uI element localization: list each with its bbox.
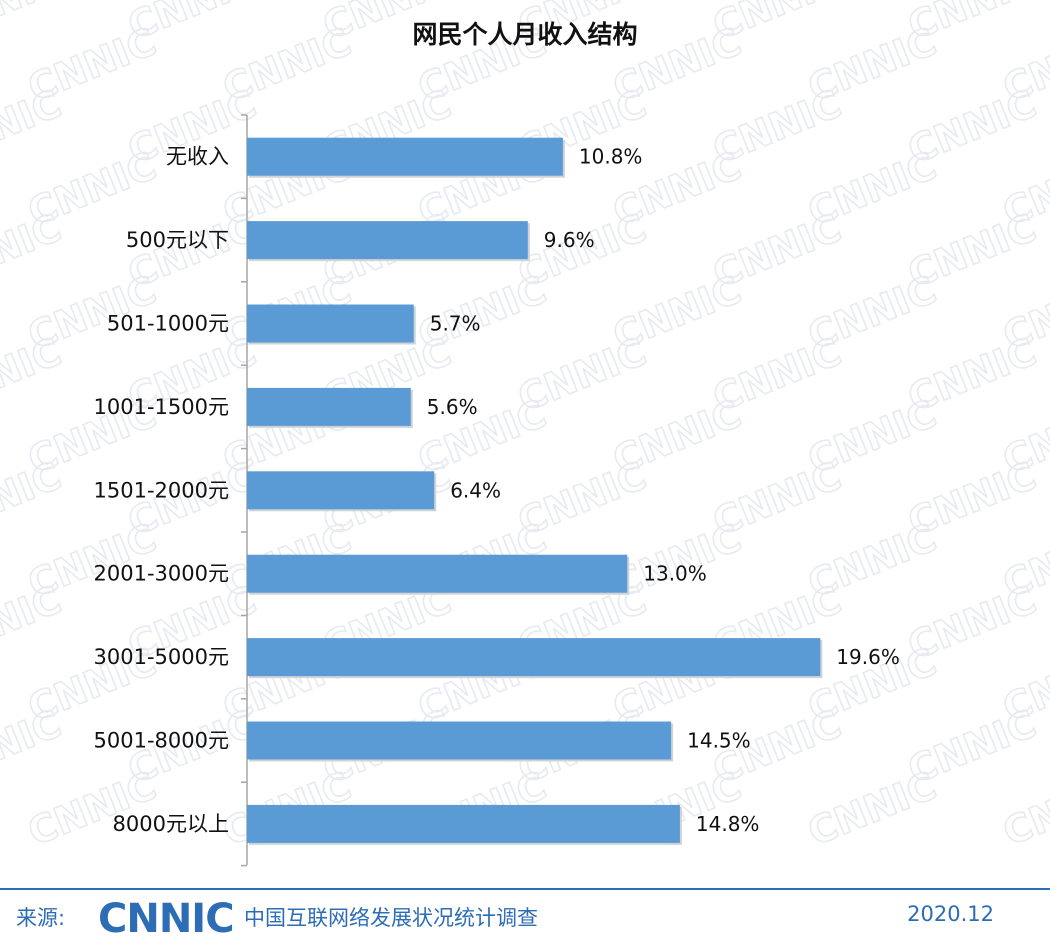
data-label: 5.6% (427, 395, 478, 419)
bar (247, 554, 628, 593)
data-label: 10.8% (579, 145, 643, 169)
watermark-text: CNNIC (802, 764, 942, 855)
category-label: 无收入 (166, 145, 229, 169)
data-label: 14.8% (696, 812, 760, 836)
cnnic-logo: CNNIC (98, 896, 235, 942)
bar (247, 221, 528, 260)
data-label: 5.7% (430, 312, 481, 336)
bar (247, 721, 672, 760)
report-date: 2020.12 (907, 902, 994, 926)
watermark-text: CNNIC (0, 0, 67, 48)
bar (247, 804, 680, 843)
data-label: 14.5% (687, 729, 751, 753)
bar (247, 471, 435, 510)
category-label: 1001-1500元 (94, 395, 229, 419)
category-label: 500元以下 (126, 228, 229, 252)
data-label: 13.0% (643, 562, 707, 586)
chart-title: 网民个人月收入结构 (412, 20, 637, 49)
data-label: 9.6% (544, 228, 595, 252)
category-label: 2001-3000元 (94, 562, 229, 586)
bar (247, 387, 411, 426)
data-label: 19.6% (836, 645, 900, 669)
category-label: 1501-2000元 (94, 478, 229, 502)
data-label: 6.4% (450, 478, 501, 502)
category-label: 501-1000元 (107, 312, 229, 336)
y-axis-ticks (241, 114, 247, 867)
category-label: 5001-8000元 (94, 729, 229, 753)
bar (247, 638, 821, 677)
bar-series (247, 137, 823, 845)
source-footer: 来源: CNNIC 中国互联网络发展状况统计调查 2020.12 (0, 888, 1050, 948)
value-labels: 10.8% 9.6% 5.7% 5.6% 6.4% 13.0% 19.6% 14.5% 14.8… (427, 145, 900, 836)
bar (247, 304, 414, 343)
bar (247, 137, 563, 176)
source-name: 中国互联网络发展状况统计调查 (244, 906, 538, 930)
source-label: 来源: (16, 906, 66, 930)
category-labels: 无收入 500元以下 501-1000元 1001-1500元 1501-2000元 20… (94, 145, 229, 836)
category-label: 8000元以上 (113, 812, 229, 836)
watermark-text: CNNIC (22, 764, 162, 855)
category-label: 3001-5000元 (94, 645, 229, 669)
watermark-text: CNNIC (997, 764, 1050, 855)
